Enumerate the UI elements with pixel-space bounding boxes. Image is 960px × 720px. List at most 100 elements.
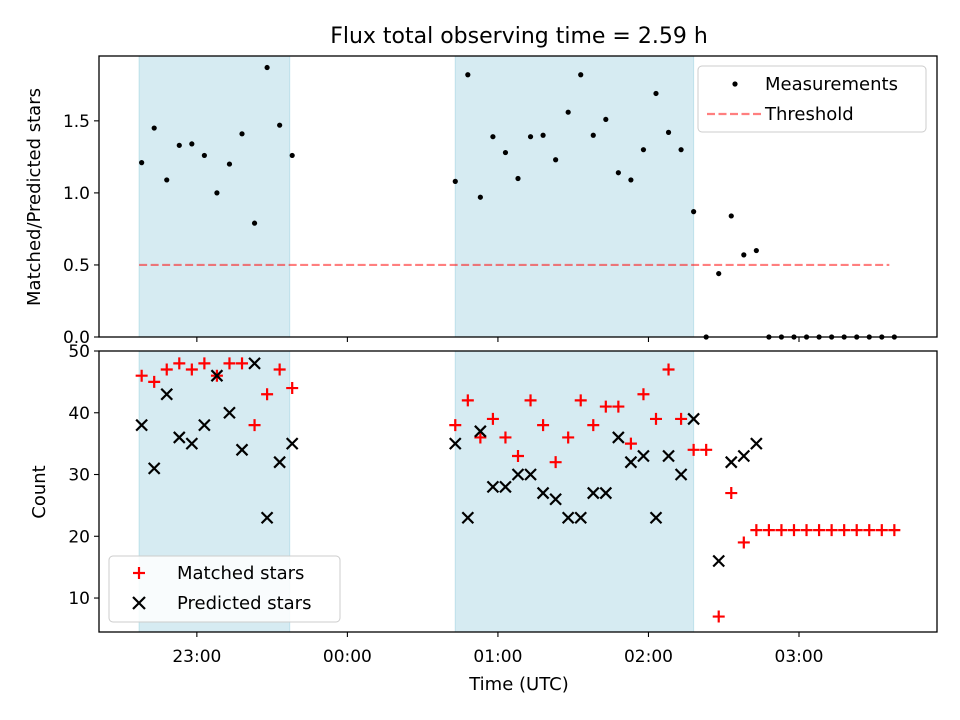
bottom-matched-stars-point-37 [750, 524, 763, 537]
top-measurements-point-13 [452, 178, 458, 184]
bottom-matched-stars-point-48 [888, 524, 901, 537]
bottom-predicted-stars-point-17 [499, 480, 512, 494]
bottom-y-tick-label-1: 20 [68, 527, 90, 547]
bottom-y-tick-label-4: 50 [68, 342, 90, 362]
bottom-predicted-stars-point-2 [160, 387, 174, 401]
top-y-tick-label-3: 1.5 [63, 112, 90, 132]
bottom-matched-stars-point-44 [838, 524, 851, 537]
bottom-matched-stars-point-17 [499, 431, 512, 444]
top-measurements-point-30 [665, 129, 672, 135]
legend-predicted-label: Predicted stars [177, 593, 311, 614]
bottom-matched-stars-point-34 [712, 610, 725, 623]
bottom-matched-stars-point-13 [449, 419, 462, 432]
bottom-matched-stars-point-43 [825, 524, 838, 537]
legend-matched-marker [133, 567, 145, 579]
bottom-matched-stars-point-41 [800, 524, 813, 537]
top-measurements-point-28 [640, 147, 647, 153]
bottom-predicted-stars-point-28 [637, 449, 650, 463]
legend-measurements-marker [732, 81, 738, 87]
top-measurements-point-3 [176, 142, 182, 148]
bottom-predicted-stars-point-14 [461, 511, 475, 525]
bottom-predicted-stars-point-13 [448, 437, 462, 450]
top-measurements-point-5 [201, 152, 207, 159]
bottom-matched-stars-point-9 [248, 419, 261, 432]
bottom-predicted-stars-point-7 [223, 406, 236, 420]
bottom-matched-stars-point-36 [737, 536, 750, 549]
bottom-matched-stars-point-45 [850, 524, 863, 537]
bottom-matched-stars-point-18 [512, 449, 524, 462]
bottom-predicted-stars-point-23 [574, 511, 588, 525]
top-measurements-point-22 [565, 109, 571, 115]
bottom-predicted-stars-point-36 [750, 437, 763, 450]
legend-threshold-label: Threshold [764, 104, 854, 125]
legend-bottom: Matched stars Predicted stars [108, 555, 341, 623]
x-axis-label: Time (UTC) [468, 674, 569, 695]
bottom-matched-stars-point-8 [236, 357, 249, 370]
top-shaded-interval-0 [138, 55, 291, 338]
bottom-predicted-stars-point-6 [210, 369, 224, 382]
bottom-matched-stars-point-26 [612, 400, 625, 413]
legend-measurements-label: Measurements [765, 74, 898, 95]
bottom-matched-stars-point-42 [813, 524, 826, 537]
bottom-predicted-stars-point-26 [612, 431, 625, 444]
bottom-predicted-stars-point-10 [260, 511, 274, 525]
bottom-predicted-stars-point-1 [147, 462, 161, 475]
bottom-predicted-stars-point-12 [285, 437, 299, 450]
legend-top-frame [697, 65, 927, 133]
top-measurements-point-1 [151, 125, 157, 131]
top-measurements-point-12 [289, 152, 295, 159]
bottom-predicted-stars-point-5 [198, 418, 211, 432]
chart-title: Flux total observing time = 2.59 h [330, 24, 708, 49]
bottom-axes-frame [98, 350, 938, 633]
top-y-tick-label-1: 0.5 [63, 256, 90, 276]
bottom-matched-stars-point-31 [675, 412, 688, 425]
bottom-predicted-stars-point-18 [511, 468, 525, 481]
bottom-matched-stars-point-0 [135, 369, 148, 382]
bottom-matched-stars-point-2 [160, 363, 173, 376]
top-measurements-point-21 [553, 157, 559, 163]
bottom-predicted-stars-point-9 [248, 357, 261, 370]
bottom-matched-stars-point-7 [223, 357, 236, 370]
bottom-y-tick-label-0: 10 [68, 589, 90, 609]
top-measurements-point-20 [540, 132, 546, 138]
bottom-predicted-stars-point-8 [235, 443, 249, 457]
bottom-matched-stars-point-33 [700, 443, 713, 456]
top-measurements-point-32 [691, 209, 697, 215]
top-measurements-point-29 [653, 90, 659, 97]
top-measurements-point-23 [578, 72, 584, 78]
bottom-predicted-stars-point-25 [599, 486, 613, 500]
bottom-matched-stars-point-40 [787, 524, 800, 537]
bottom-matched-stars-point-15 [474, 431, 487, 444]
bottom-matched-stars-point-11 [273, 363, 286, 376]
top-measurements-point-8 [239, 131, 245, 137]
bottom-x-tick-label-3: 02:00 [624, 647, 673, 667]
bottom-matched-stars-point-29 [649, 412, 662, 425]
top-measurements-point-34 [716, 270, 722, 277]
legend-predicted-marker [132, 596, 146, 610]
bottom-predicted-stars-point-34 [724, 455, 738, 469]
bottom-x-tick-label-0: 23:00 [172, 647, 221, 667]
bottom-matched-stars-point-39 [775, 524, 788, 537]
bottom-matched-stars-point-14 [461, 394, 474, 407]
top-measurements-point-4 [189, 141, 195, 147]
bottom-predicted-stars-point-15 [474, 425, 487, 438]
top-measurements-point-7 [226, 161, 233, 167]
top-y-tick-label-2: 1.0 [63, 184, 90, 204]
bottom-predicted-stars-point-27 [624, 455, 638, 469]
top-measurements-point-19 [527, 134, 534, 140]
top-measurements-point-10 [264, 64, 270, 71]
top-measurements-point-0 [139, 160, 145, 166]
bottom-predicted-stars-point-0 [135, 418, 148, 432]
bottom-x-tick-label-2: 01:00 [473, 647, 522, 667]
top-measurements-point-16 [490, 134, 496, 140]
bottom-matched-stars-point-38 [762, 524, 775, 537]
bottom-predicted-stars-point-21 [549, 492, 562, 506]
bottom-predicted-stars-point-30 [662, 449, 675, 463]
bottom-matched-stars-point-3 [173, 357, 186, 370]
bottom-shaded-interval-1 [454, 350, 695, 633]
bottom-matched-stars-point-20 [537, 419, 550, 432]
top-y-tick-label-0: 0.0 [63, 328, 90, 348]
bottom-x-tick-label-4: 03:00 [775, 647, 824, 667]
bottom-matched-stars-point-32 [687, 443, 700, 456]
